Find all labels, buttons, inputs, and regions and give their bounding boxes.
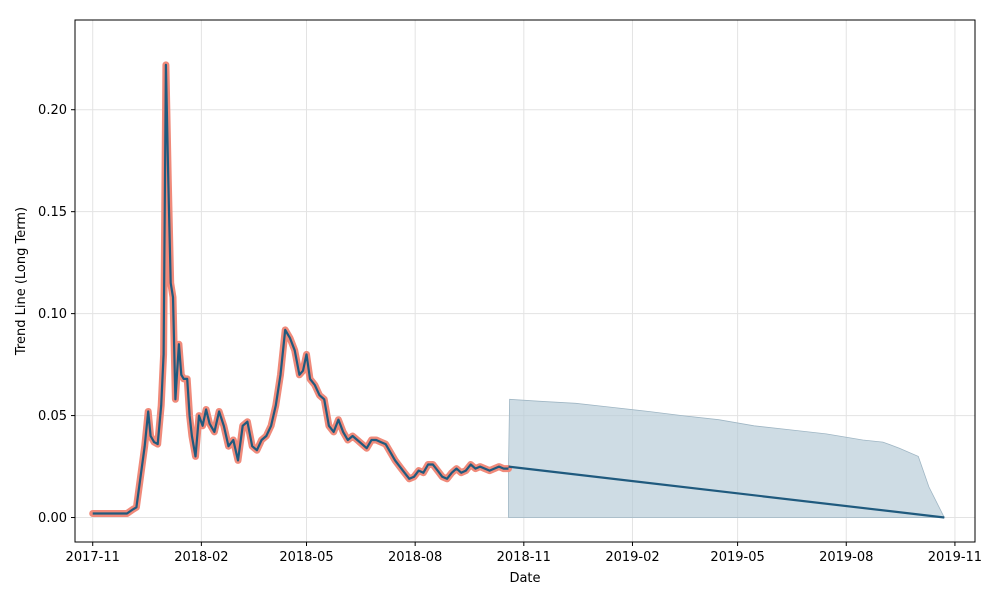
x-tick-label: 2019-05 xyxy=(710,550,764,565)
forecast-trend-line xyxy=(508,465,945,519)
y-tick-label: 0.20 xyxy=(38,103,67,118)
y-tick-label: 0.00 xyxy=(38,511,67,526)
x-tick-label: 2018-05 xyxy=(279,550,333,565)
y-axis-label: Trend Line (Long Term) xyxy=(14,207,29,356)
x-tick-label: 2018-11 xyxy=(497,550,551,565)
x-tick-label: 2019-11 xyxy=(928,550,982,565)
x-axis-ticks: 2017-11 2018-02 2018-05 2018-08 2018-11 2019-… xyxy=(66,542,982,565)
series-lines xyxy=(89,61,945,519)
y-tick-label: 0.05 xyxy=(38,409,67,424)
x-tick-label: 2018-08 xyxy=(388,550,442,565)
plot-frame xyxy=(74,19,976,543)
x-tick-label: 2017-11 xyxy=(66,550,120,565)
trend-line xyxy=(92,63,509,515)
x-axis-label: Date xyxy=(509,571,540,586)
y-tick-label: 0.15 xyxy=(38,205,67,220)
y-tick-label: 0.10 xyxy=(38,307,67,322)
y-axis-ticks: 0.00 0.05 0.10 0.15 0.20 xyxy=(38,103,75,526)
x-tick-label: 2019-02 xyxy=(605,550,659,565)
x-tick-label: 2018-02 xyxy=(174,550,228,565)
x-tick-label: 2019-08 xyxy=(819,550,873,565)
